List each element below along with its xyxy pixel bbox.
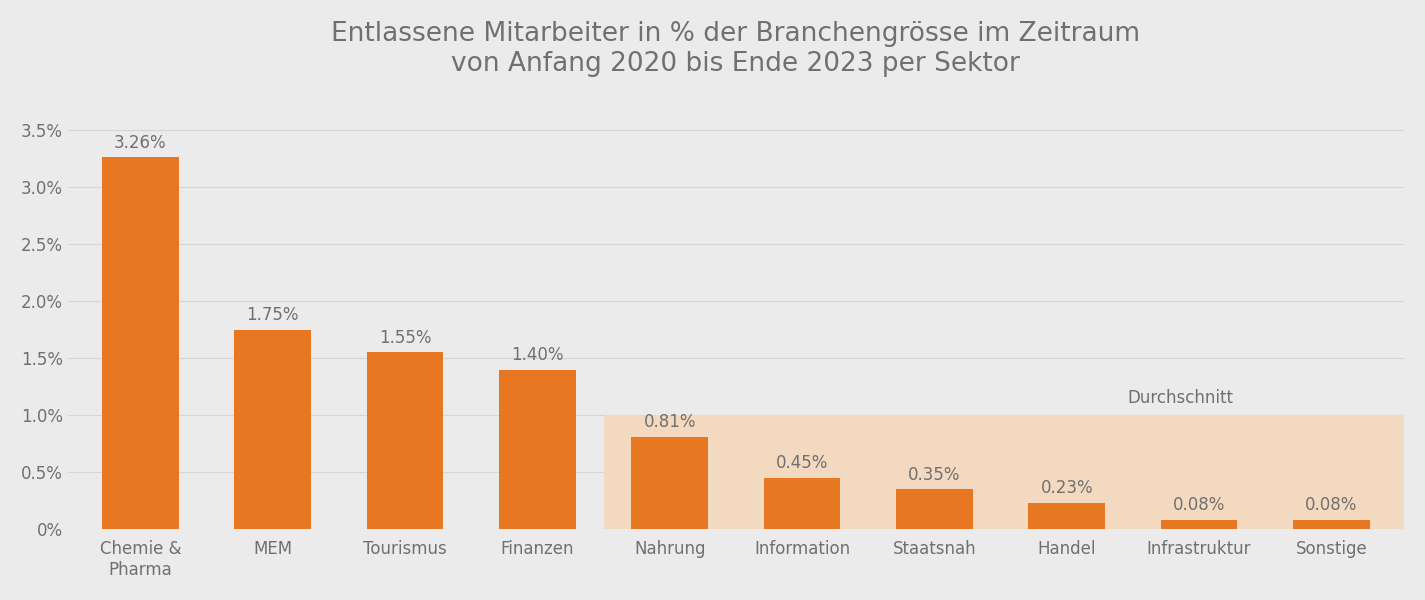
- Text: 1.75%: 1.75%: [247, 306, 299, 324]
- Bar: [764, 478, 841, 529]
- Text: 0.81%: 0.81%: [644, 413, 695, 431]
- Bar: [896, 490, 973, 529]
- Bar: [631, 437, 708, 529]
- Bar: [1029, 503, 1106, 529]
- Text: 0.23%: 0.23%: [1040, 479, 1093, 497]
- Text: 0.45%: 0.45%: [775, 454, 828, 472]
- Text: 0.08%: 0.08%: [1305, 496, 1358, 514]
- Text: 0.35%: 0.35%: [908, 466, 960, 484]
- Text: 1.40%: 1.40%: [512, 346, 564, 364]
- Bar: [499, 370, 576, 529]
- Bar: [103, 157, 180, 529]
- Bar: [1161, 520, 1237, 529]
- Bar: [235, 329, 311, 529]
- Text: 3.26%: 3.26%: [114, 134, 167, 152]
- Bar: [604, 415, 1404, 529]
- Bar: [366, 352, 443, 529]
- Text: Durchschnitt: Durchschnitt: [1127, 389, 1233, 407]
- Text: 0.08%: 0.08%: [1173, 496, 1226, 514]
- Bar: [1292, 520, 1369, 529]
- Text: 1.55%: 1.55%: [379, 329, 432, 347]
- Title: Entlassene Mitarbeiter in % der Branchengrösse im Zeitraum
von Anfang 2020 bis E: Entlassene Mitarbeiter in % der Branchen…: [332, 21, 1140, 77]
